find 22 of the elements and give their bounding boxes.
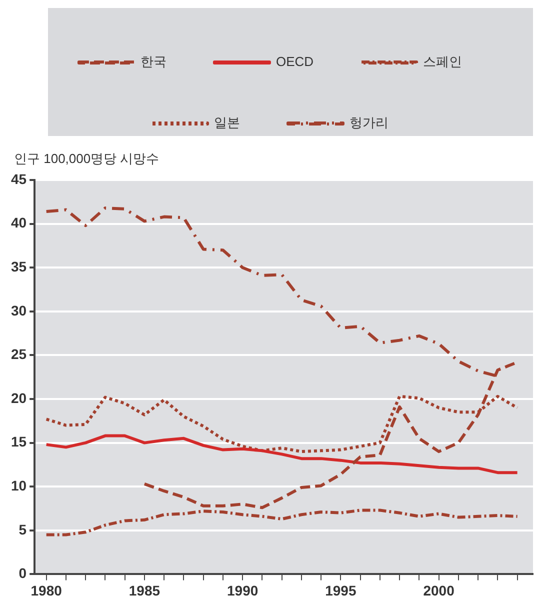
y-tick-label: 40 [10, 214, 27, 231]
y-tick-label: 25 [10, 346, 27, 362]
y-tick-label: 35 [10, 258, 27, 274]
line-series [44, 508, 519, 536]
x-tick-label: 1995 [325, 582, 356, 598]
x-tick-label: 2000 [423, 582, 455, 598]
legend-label: 한국 [140, 54, 166, 70]
legend-label: 헝가리 [350, 115, 388, 130]
x-tick-label: 1985 [128, 582, 160, 598]
legend-label: OECD [276, 54, 314, 70]
y-tick-label: 0 [18, 565, 27, 582]
y-tick-label: 30 [10, 302, 27, 318]
x-tick-label: 1980 [30, 582, 62, 598]
y-tick-label: 10 [10, 477, 27, 494]
y-tick-label: 5 [18, 521, 27, 538]
legend-label: 일본 [214, 115, 240, 130]
y-axis-title: 인구 100,000명당 시망수 [14, 151, 160, 166]
y-tick-label: 20 [10, 390, 27, 406]
x-tick-label: 1990 [227, 582, 258, 598]
y-tick-label: 45 [10, 170, 27, 187]
legend-label: 스페인 [423, 54, 462, 70]
y-tick-label: 15 [10, 434, 27, 450]
